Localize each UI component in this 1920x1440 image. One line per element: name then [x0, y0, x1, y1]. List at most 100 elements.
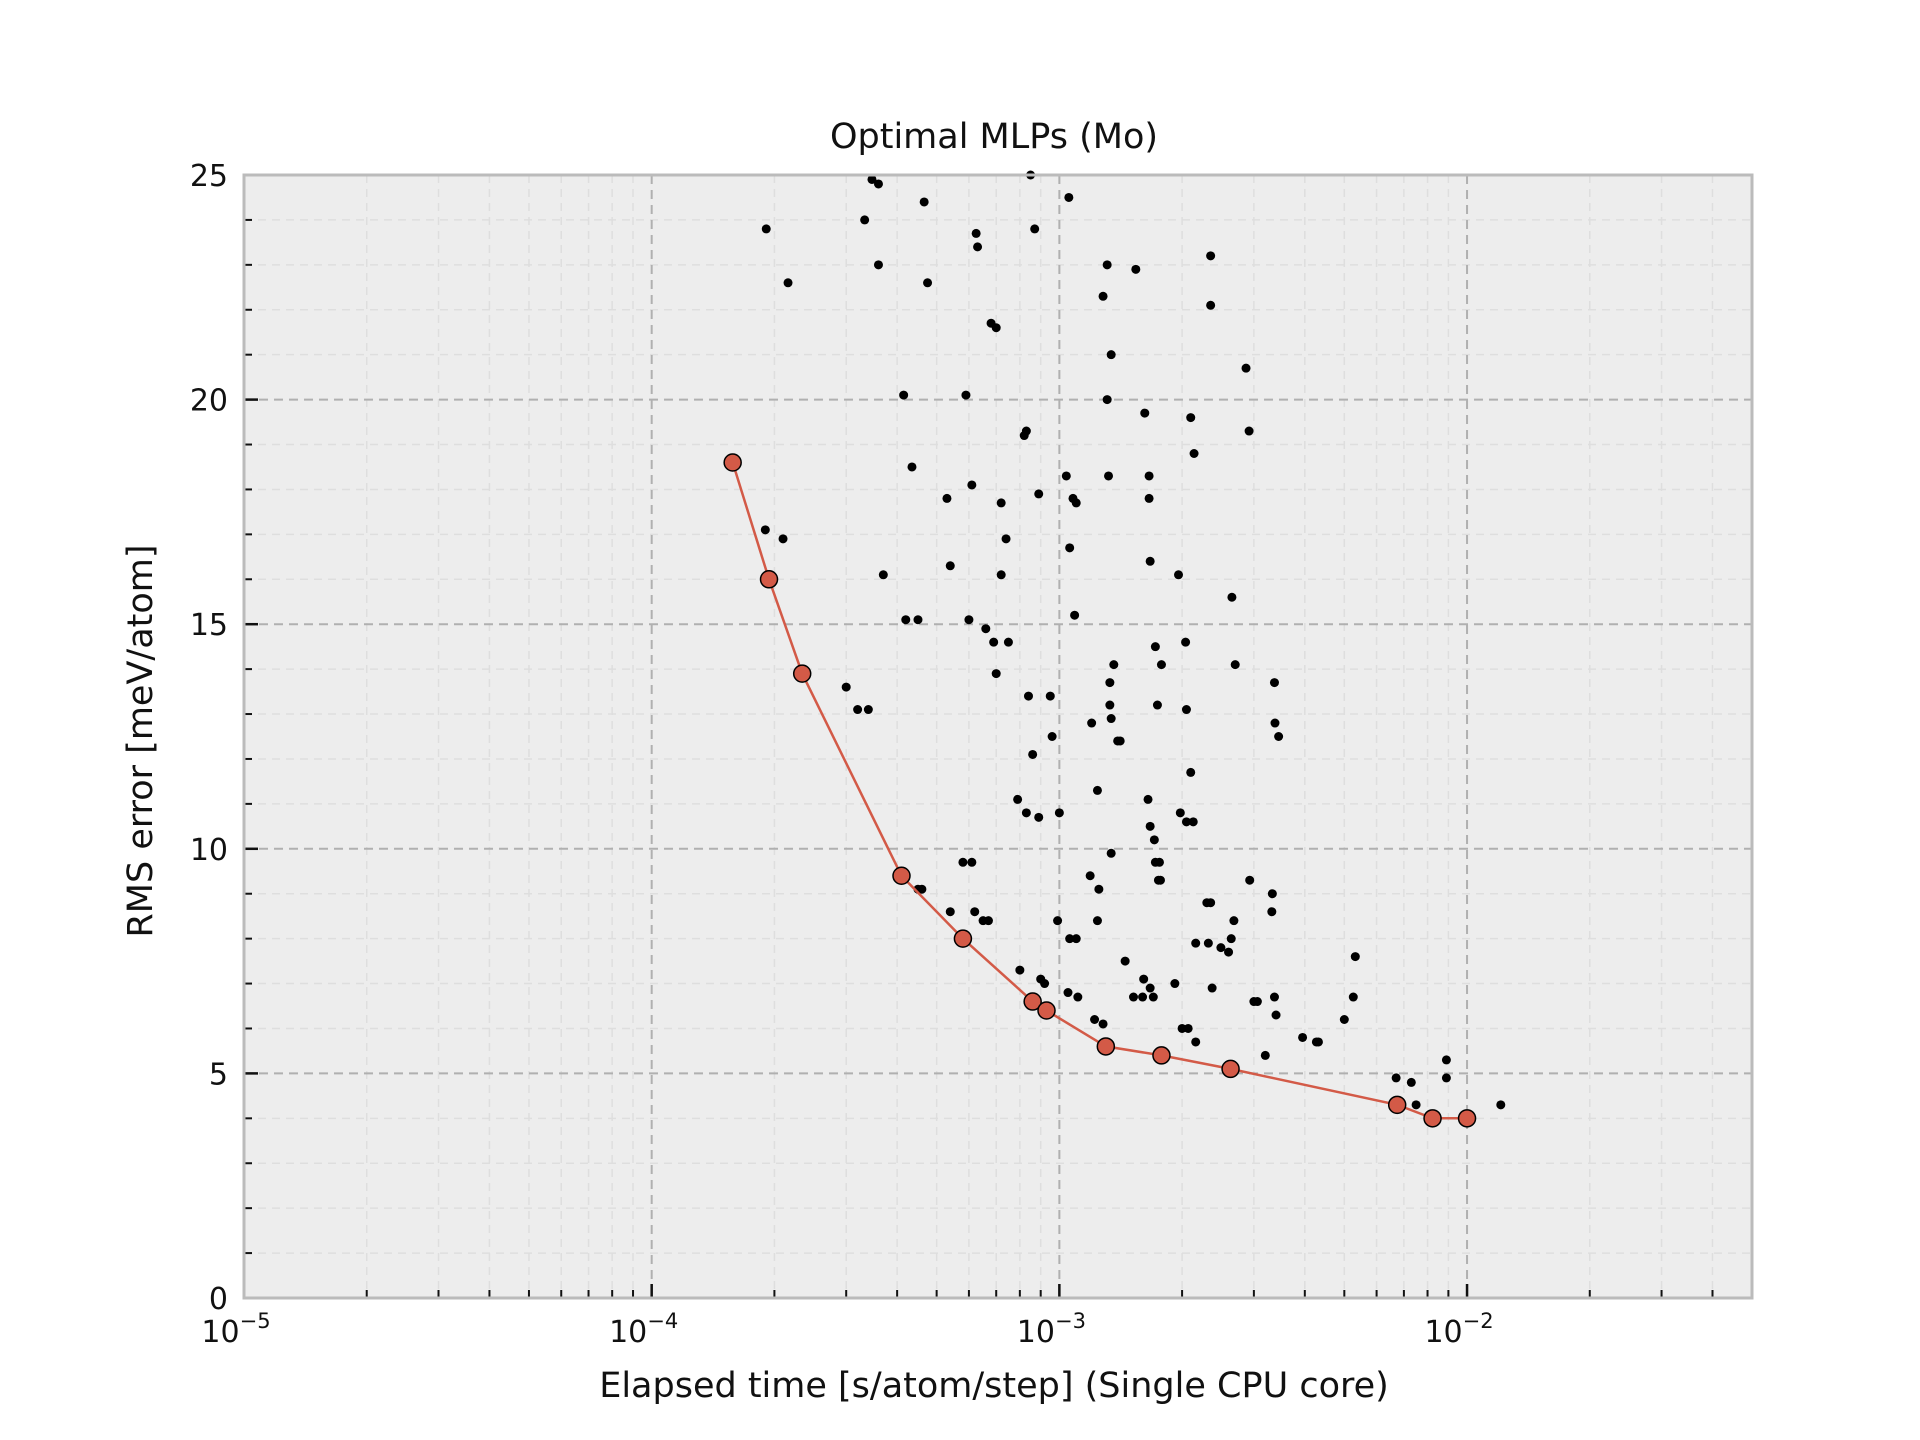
y-tick-label: 0	[209, 1282, 228, 1317]
scatter-point	[1260, 1050, 1270, 1060]
scatter-point	[919, 197, 929, 207]
pareto-point	[1023, 992, 1042, 1011]
scatter-point	[967, 857, 977, 867]
scatter-point	[760, 525, 770, 535]
scatter-point	[1241, 363, 1251, 373]
scatter-point	[1154, 857, 1164, 867]
scatter-point	[1350, 952, 1360, 962]
scatter-point	[991, 669, 1001, 679]
scatter-point	[873, 260, 883, 270]
scatter-point	[1188, 817, 1198, 827]
scatter-point	[1098, 291, 1108, 301]
scatter-point	[1252, 997, 1262, 1007]
pareto-point	[892, 866, 911, 886]
scatter-point	[1191, 1037, 1201, 1047]
scatter-point	[973, 242, 983, 252]
pareto-point	[1221, 1059, 1240, 1079]
scatter-point	[1216, 943, 1226, 953]
y-tick-label: 20	[190, 384, 228, 419]
plot-frame	[242, 173, 1754, 1300]
scatter-point	[778, 534, 788, 544]
y-tick-label: 10	[190, 833, 228, 868]
scatter-point	[1189, 449, 1199, 459]
scatter-point	[1015, 965, 1025, 975]
scatter-point	[1104, 471, 1114, 481]
scatter-point	[1106, 848, 1116, 858]
scatter-point	[1085, 871, 1095, 881]
scatter-point	[1181, 817, 1191, 827]
pareto-point	[1152, 1046, 1171, 1065]
scatter-point	[1155, 875, 1165, 885]
scatter-point	[996, 570, 1006, 580]
scatter-point	[1001, 534, 1011, 544]
scatter-point	[1170, 979, 1180, 989]
scatter-point	[1105, 678, 1115, 688]
grid	[243, 174, 1752, 1299]
scatter-point	[1003, 637, 1013, 647]
pareto-point	[1387, 1095, 1407, 1115]
scatter-point	[967, 480, 977, 490]
scatter-point	[1106, 714, 1116, 724]
scatter-point	[1206, 898, 1216, 908]
scatter-point	[1152, 700, 1162, 710]
scatter-point	[945, 907, 955, 917]
scatter-point	[917, 884, 927, 894]
scatter-point	[1229, 916, 1239, 926]
scatter-point	[1105, 700, 1115, 710]
scatter-point	[1411, 1100, 1421, 1110]
scatter-point	[1156, 660, 1166, 670]
y-tick-label: 5	[209, 1057, 228, 1092]
scatter-point	[1207, 983, 1217, 993]
scatter-point	[1148, 992, 1158, 1002]
x-axis-label: Elapsed time [s/atom/step] (Single CPU c…	[599, 1366, 1389, 1406]
scatter-point	[991, 323, 1001, 333]
scatter-point	[971, 228, 981, 238]
scatter-point	[1087, 718, 1097, 728]
scatter-point	[1064, 192, 1074, 202]
scatter-point	[1070, 610, 1080, 620]
scatter-point	[1144, 493, 1154, 503]
scatter-point	[1090, 1014, 1100, 1024]
pareto-point	[1423, 1109, 1442, 1128]
scatter-point	[1391, 1073, 1401, 1083]
scatter-point	[863, 705, 873, 715]
scatter-point	[1071, 934, 1081, 944]
scatter-point	[1109, 660, 1119, 670]
scatter-point	[1021, 808, 1031, 818]
scatter-point	[1406, 1077, 1416, 1087]
scatter-point	[970, 907, 980, 917]
scatter-point	[1267, 907, 1277, 917]
scatter-point	[1181, 637, 1191, 647]
y-axis-label: RMS error [meV/atom]	[121, 544, 161, 937]
scatter-point	[1150, 642, 1160, 652]
scatter-point	[996, 498, 1006, 508]
scatter-point	[1174, 570, 1184, 580]
scatter-point	[1047, 732, 1057, 741]
scatter-point	[1138, 992, 1148, 1002]
x-tick-label: 10−2	[1424, 1309, 1493, 1350]
scatter-point	[1028, 749, 1038, 759]
scatter-point	[1149, 835, 1159, 845]
scatter-point	[860, 215, 870, 225]
scatter-point	[841, 682, 851, 692]
scatter-point	[1092, 916, 1102, 926]
scatter-point	[1145, 983, 1155, 993]
scatter-point	[1145, 556, 1155, 566]
scatter-point	[981, 624, 991, 634]
scatter-point	[907, 462, 917, 472]
scatter-point	[1339, 1014, 1349, 1024]
scatter-point	[1441, 1055, 1451, 1065]
scatter-point	[1269, 678, 1279, 688]
scatter-point	[878, 570, 888, 580]
scatter-point	[1071, 498, 1081, 508]
scatter-point	[1244, 426, 1254, 436]
scatter-point	[1034, 489, 1044, 499]
scatter-point	[1348, 992, 1358, 1002]
pareto-point	[1457, 1109, 1477, 1128]
scatter-point	[1030, 224, 1040, 234]
scatter-point	[1226, 934, 1236, 944]
scatter-point	[899, 390, 909, 400]
scatter-point	[945, 561, 955, 571]
x-tick-label: 10−4	[609, 1309, 678, 1350]
